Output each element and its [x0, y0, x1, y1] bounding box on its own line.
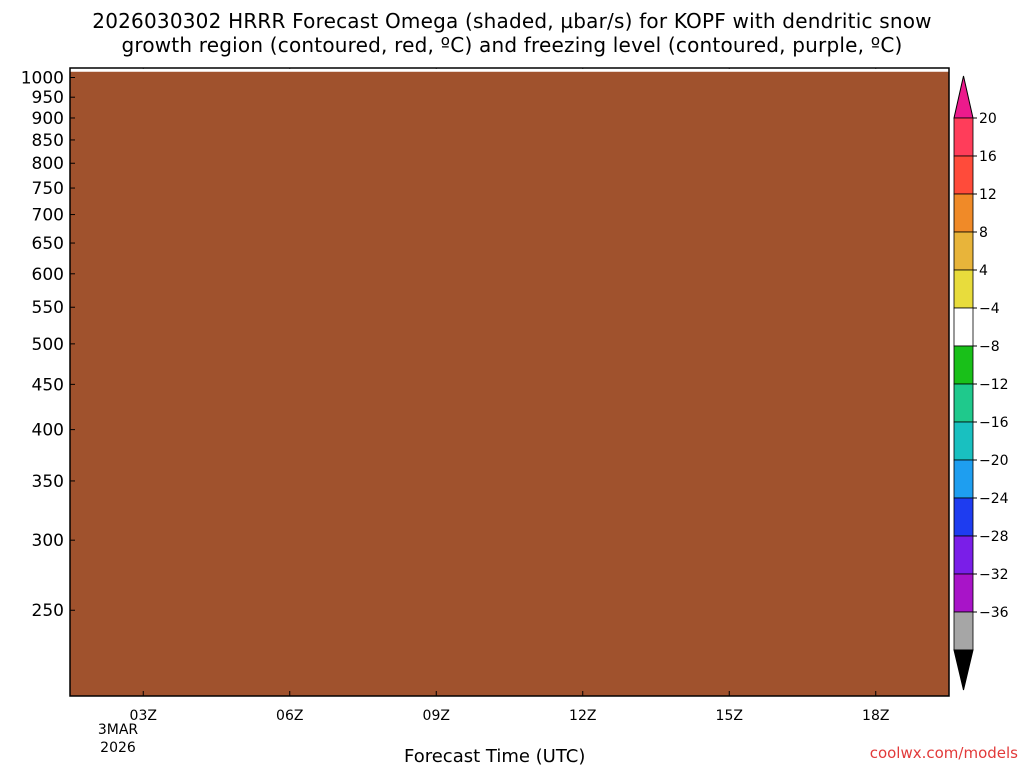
colorbar-label--32: −32: [979, 567, 1009, 583]
colorbar: 20 16 12 8 4 −4 −8 −12 −16 −20 −24 −28 −32 −36: [953, 75, 1009, 691]
colorbar-label-12: 12: [979, 187, 997, 203]
y-tick-label-800: 800: [32, 154, 64, 174]
y-tick-label-450: 450: [32, 375, 64, 395]
y-tick-label-600: 600: [32, 265, 64, 285]
y-tick-label-650: 650: [32, 234, 64, 254]
colorbar-label-8: 8: [979, 225, 988, 241]
colorbar-label--28: −28: [979, 529, 1009, 545]
colorbar-label--12: −12: [979, 377, 1009, 393]
colorbar-segment: [953, 193, 974, 233]
x-date-year: 2026: [100, 740, 136, 756]
y-tick-label-500: 500: [32, 335, 64, 355]
x-date-month: 3MAR: [97, 722, 139, 738]
x-tick-label-12Z: 12Z: [569, 708, 596, 724]
colorbar-segment: [953, 383, 974, 423]
y-tick-label-1000: 1000: [21, 68, 64, 88]
colorbar-segment: [953, 459, 974, 499]
x-tick-label-06Z: 06Z: [276, 708, 303, 724]
y-tick-label-950: 950: [32, 88, 64, 108]
colorbar-segment: [953, 117, 974, 157]
colorbar-label-16: 16: [979, 149, 997, 165]
y-tick-label-900: 900: [32, 109, 64, 129]
y-tick-label-250: 250: [32, 601, 64, 621]
colorbar-top-triangle: [953, 75, 974, 119]
ground-band: [70, 71, 949, 696]
colorbar-segment: [953, 535, 974, 575]
y-tick-label-350: 350: [32, 472, 64, 492]
colorbar-label--8: −8: [979, 339, 1000, 355]
colorbar-segment: [953, 345, 974, 385]
y-axis: 2503003504004505005506006507007508008509…: [21, 68, 75, 621]
y-tick-label-550: 550: [32, 298, 64, 318]
colorbar-label--4: −4: [979, 301, 1000, 317]
colorbar-label--36: −36: [979, 605, 1009, 621]
colorbar-label--20: −20: [979, 453, 1009, 469]
colorbar-bottom-triangle: [953, 649, 974, 691]
chart-title-line-1: 2026030302 HRRR Forecast Omega (shaded, …: [92, 9, 932, 33]
colorbar-segment: [953, 573, 974, 613]
colorbar-label-4: 4: [979, 263, 988, 279]
x-tick-label-18Z: 18Z: [862, 708, 889, 724]
colorbar-segment: [953, 231, 974, 271]
x-axis-label: Forecast Time (UTC): [404, 746, 586, 767]
y-tick-label-700: 700: [32, 206, 64, 226]
x-axis: 03Z 06Z 09Z 12Z 15Z 18Z: [130, 691, 889, 724]
ground-layer: [70, 71, 949, 696]
colorbar-segment: [953, 155, 974, 195]
colorbar-segment: [953, 611, 974, 651]
y-tick-label-850: 850: [32, 131, 64, 151]
credit-link[interactable]: coolwx.com/models: [869, 744, 1018, 762]
x-tick-label-03Z: 03Z: [130, 708, 157, 724]
colorbar-label--24: −24: [979, 491, 1009, 507]
colorbar-segment: [953, 421, 974, 461]
x-tick-label-15Z: 15Z: [716, 708, 743, 724]
colorbar-segment: [953, 497, 974, 537]
y-tick-label-750: 750: [32, 179, 64, 199]
y-tick-label-300: 300: [32, 531, 64, 551]
plot-frame: [69, 67, 950, 697]
chart-title-line-2: growth region (contoured, red, ºC) and f…: [121, 33, 903, 57]
colorbar-segment: [953, 307, 974, 347]
colorbar-label--16: −16: [979, 415, 1009, 431]
colorbar-label-20: 20: [979, 111, 997, 127]
colorbar-segment: [953, 269, 974, 309]
y-tick-label-400: 400: [32, 421, 64, 441]
x-tick-label-09Z: 09Z: [423, 708, 450, 724]
